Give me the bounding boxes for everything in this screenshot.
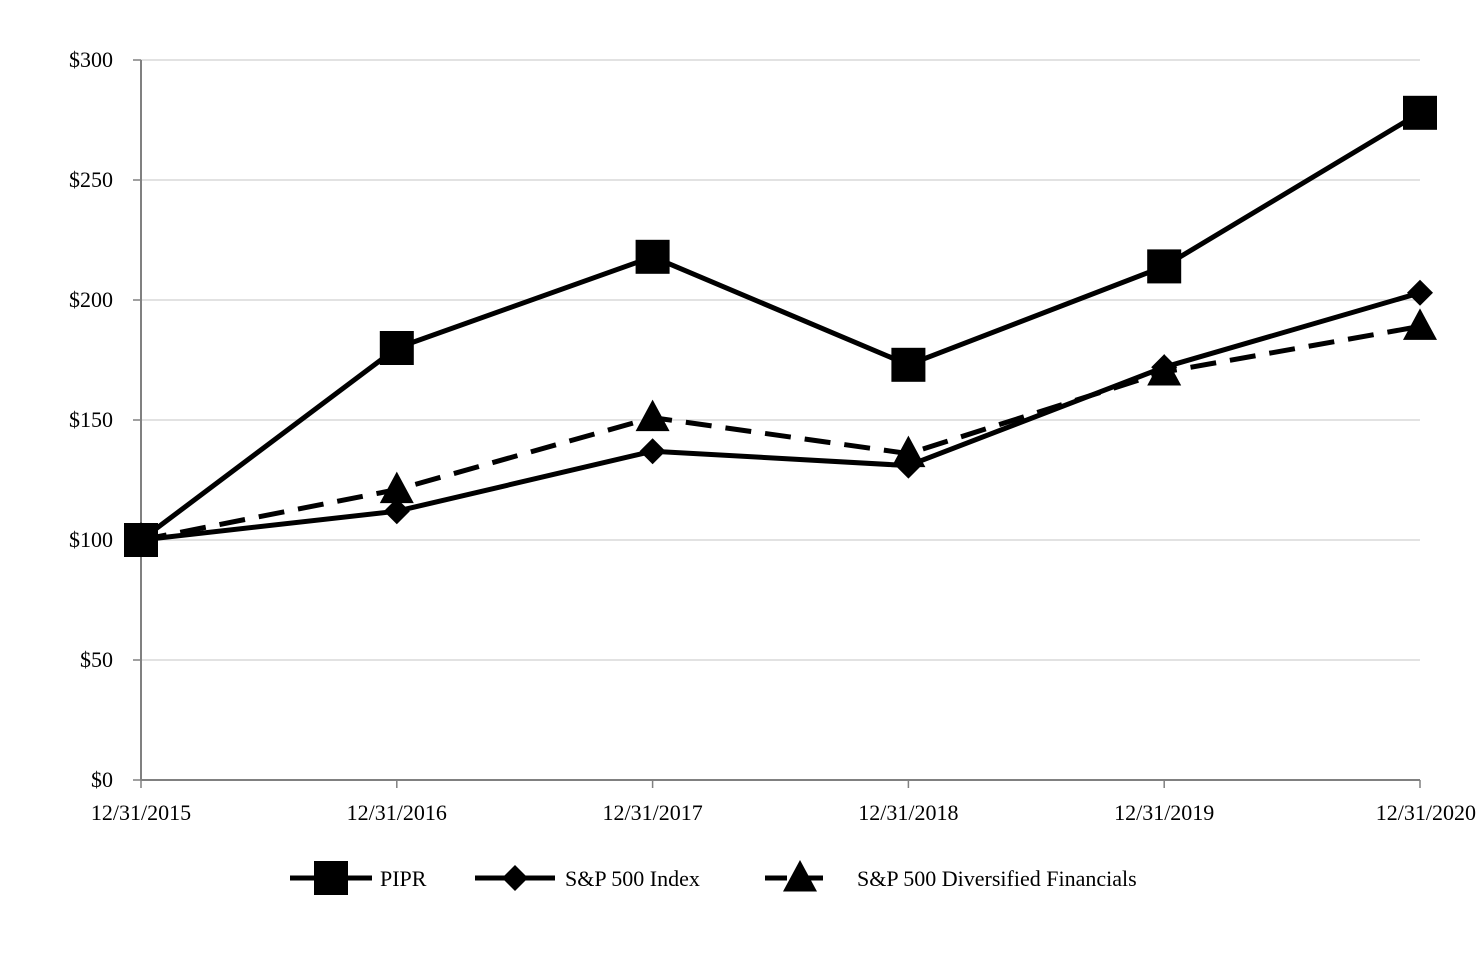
x-axis-ticks: 12/31/2015 12/31/2016 12/31/2017 12/31/2018… xyxy=(91,780,1476,825)
data-point xyxy=(635,399,670,432)
legend-marker xyxy=(502,865,528,891)
legend-label: S&P 500 Diversified Financials xyxy=(857,866,1137,891)
data-point xyxy=(1403,95,1437,130)
gridlines xyxy=(141,59,1420,661)
data-point xyxy=(379,331,414,365)
data-point xyxy=(895,452,922,479)
data-point xyxy=(383,498,410,525)
data-point xyxy=(128,527,154,553)
legend-marker xyxy=(314,861,348,895)
series-line xyxy=(139,110,1422,542)
y-tick-label: $150 xyxy=(69,407,113,432)
x-tick-label: 12/31/2018 xyxy=(858,800,958,825)
legend-label: S&P 500 Index xyxy=(565,866,700,891)
legend-marker xyxy=(783,860,817,892)
data-point xyxy=(379,471,414,504)
data-point xyxy=(1407,279,1433,306)
x-tick-label: 12/31/2017 xyxy=(602,800,702,825)
data-point xyxy=(891,435,926,468)
x-tick-label: 12/31/2015 xyxy=(91,800,191,825)
series-line xyxy=(140,323,1421,543)
data-point xyxy=(639,438,666,465)
series-square xyxy=(124,95,1437,557)
series-diamond xyxy=(128,279,1433,553)
y-axis-ticks: $0 $50 $100 $150 $200 $250 $300 xyxy=(69,47,141,792)
x-tick-label: 12/31/2019 xyxy=(1114,800,1214,825)
legend-label: PIPR xyxy=(380,866,427,891)
data-point xyxy=(1147,249,1182,284)
y-tick-label: $250 xyxy=(69,167,113,192)
x-tick-label: 12/31/2020 xyxy=(1376,800,1476,825)
legend-item: S&P 500 Diversified Financials xyxy=(765,860,1137,892)
legend-item: S&P 500 Index xyxy=(475,865,700,891)
series-group xyxy=(124,95,1437,557)
x-tick-label: 12/31/2016 xyxy=(347,800,447,825)
data-point xyxy=(891,347,926,382)
y-tick-label: $0 xyxy=(91,767,113,792)
y-tick-label: $300 xyxy=(69,47,113,72)
data-point xyxy=(1151,354,1178,381)
y-tick-label: $50 xyxy=(80,647,113,672)
data-point xyxy=(1403,308,1437,340)
legend: PIPR S&P 500 Index S&P 500 Diversified Fin… xyxy=(290,860,1137,895)
y-tick-label: $200 xyxy=(69,287,113,312)
legend-item: PIPR xyxy=(290,861,427,895)
data-point xyxy=(635,239,670,274)
y-tick-label: $100 xyxy=(69,527,113,552)
series-line xyxy=(140,290,1421,543)
